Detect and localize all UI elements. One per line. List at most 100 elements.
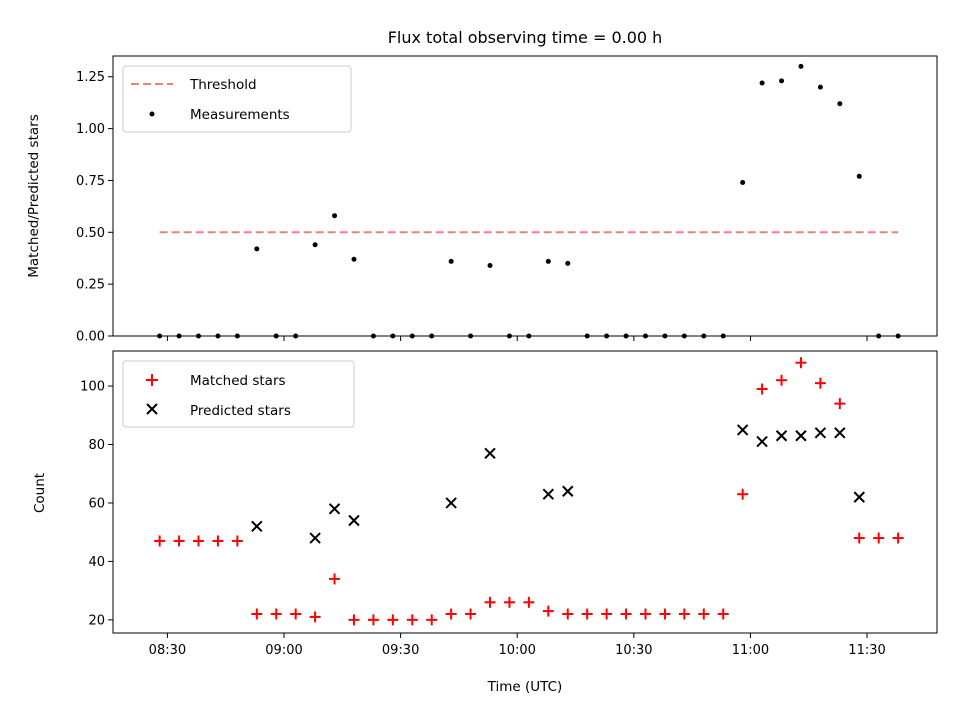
matched-stars-point [756, 383, 768, 395]
measurement-point [759, 80, 765, 86]
measurements-legend-label: Measurements [190, 107, 290, 123]
matched-stars-point [387, 614, 399, 626]
matched-stars-point [173, 535, 185, 547]
measurement-point [856, 173, 862, 179]
bottom-x-axis-label: Time (UTC) [487, 679, 563, 695]
top-legend: Threshold Measurements [122, 65, 352, 133]
predicted-stars-point [775, 430, 788, 442]
predicted-stars-point [795, 430, 807, 442]
bottom-y-tick-label: 60 [88, 496, 105, 511]
bottom-y-axis-label: Count [32, 473, 48, 513]
matched-stars-point [737, 488, 749, 500]
measurement-point [332, 213, 338, 219]
matched-stars-point [367, 614, 379, 626]
bottom-x-tick-label: 09:30 [382, 643, 419, 658]
predicted-stars-point [309, 532, 321, 544]
top-y-tick-label: 1.25 [76, 70, 105, 85]
measurement-point [798, 63, 804, 69]
matched-stars-point [523, 596, 535, 608]
measurement-point [817, 84, 823, 90]
bottom-y-tick-label: 20 [88, 613, 105, 628]
matched-stars-point [795, 357, 807, 369]
measurement-point [545, 258, 551, 264]
predicted-stars-point [484, 447, 496, 459]
matched-stars-point [562, 608, 574, 620]
matched-stars-point [659, 608, 671, 620]
matched-stars-point [776, 374, 788, 386]
matched-stars-point [503, 596, 515, 608]
measurement-point [254, 246, 260, 252]
predicted-stars-point [328, 503, 341, 515]
measurement-point [487, 262, 493, 268]
matched-stars-point [329, 573, 341, 585]
matched-stars-point [270, 608, 282, 620]
bottom-y-tick-label: 40 [88, 555, 105, 570]
predicted-stars-point [542, 488, 555, 500]
matched-stars-series [154, 357, 904, 626]
measurement-point [312, 242, 318, 248]
matched-stars-point [639, 608, 651, 620]
matched-stars-point [620, 608, 632, 620]
matched-stars-point [231, 535, 243, 547]
measurement-point [565, 260, 571, 266]
matched-stars-point [853, 532, 865, 544]
bottom-y-tick-label: 80 [88, 438, 105, 453]
predicted-stars-point [445, 497, 457, 509]
matched-stars-point [193, 535, 205, 547]
top-chart-title: Flux total observing time = 0.00 h [388, 28, 663, 47]
bottom-legend: Matched stars Predicted stars [122, 360, 355, 428]
threshold-legend-label: Threshold [189, 77, 257, 93]
matched-stars-point [290, 608, 302, 620]
matched-stars-point [212, 535, 224, 547]
top-y-tick-label: 0.25 [76, 278, 105, 293]
predicted-stars-point [834, 427, 846, 439]
predicted-stars-legend-label: Predicted stars [190, 403, 291, 419]
matched-stars-point [426, 614, 438, 626]
top-y-tick-label: 0.00 [76, 330, 105, 345]
bottom-y-ticks: 20 40 60 80 100 [80, 380, 113, 628]
top-legend-box [122, 65, 352, 133]
matched-stars-point [873, 532, 885, 544]
measurement-point [779, 78, 785, 84]
predicted-stars-point [562, 485, 574, 497]
matched-stars-point [445, 608, 457, 620]
predicted-stars-point [756, 435, 768, 448]
matched-stars-point [581, 608, 593, 620]
matched-stars-point [154, 535, 166, 547]
top-y-ticks: 0.00 0.25 0.50 0.75 1.00 1.25 [76, 70, 113, 345]
matched-stars-point [698, 608, 710, 620]
top-y-tick-label: 0.50 [76, 226, 105, 241]
matched-stars-point [717, 608, 729, 620]
matched-stars-point [484, 596, 496, 608]
predicted-stars-point [348, 514, 360, 527]
predicted-stars-series [251, 424, 865, 544]
matched-stars-point [251, 608, 263, 620]
top-y-tick-label: 0.75 [76, 174, 105, 189]
top-y-tick-label: 1.00 [76, 122, 105, 137]
predicted-stars-point [736, 424, 749, 436]
matched-stars-point [309, 611, 321, 623]
bottom-x-tick-label: 11:00 [732, 643, 769, 658]
matched-stars-legend-label: Matched stars [190, 373, 286, 389]
matched-stars-point [892, 532, 904, 544]
top-y-axis-label: Matched/Predicted stars [26, 114, 42, 277]
predicted-stars-point [251, 520, 263, 533]
top-x-ticks [166, 336, 868, 341]
matched-stars-point [348, 614, 360, 626]
measurements-legend-swatch [149, 111, 155, 117]
matched-stars-point [814, 377, 826, 389]
matched-stars-point [406, 614, 418, 626]
bottom-legend-box [122, 360, 355, 428]
bottom-x-tick-label: 11:30 [848, 643, 885, 658]
bottom-x-tick-label: 09:00 [265, 643, 302, 658]
predicted-stars-point [814, 427, 827, 439]
matched-stars-point [542, 605, 554, 617]
bottom-x-tick-label: 10:00 [498, 643, 535, 658]
measurement-point [740, 180, 746, 186]
measurement-point [351, 256, 357, 262]
bottom-plot-frame [112, 350, 938, 634]
matched-stars-point [601, 608, 613, 620]
predicted-stars-legend-swatch [146, 403, 158, 415]
predicted-stars-point [853, 491, 865, 503]
